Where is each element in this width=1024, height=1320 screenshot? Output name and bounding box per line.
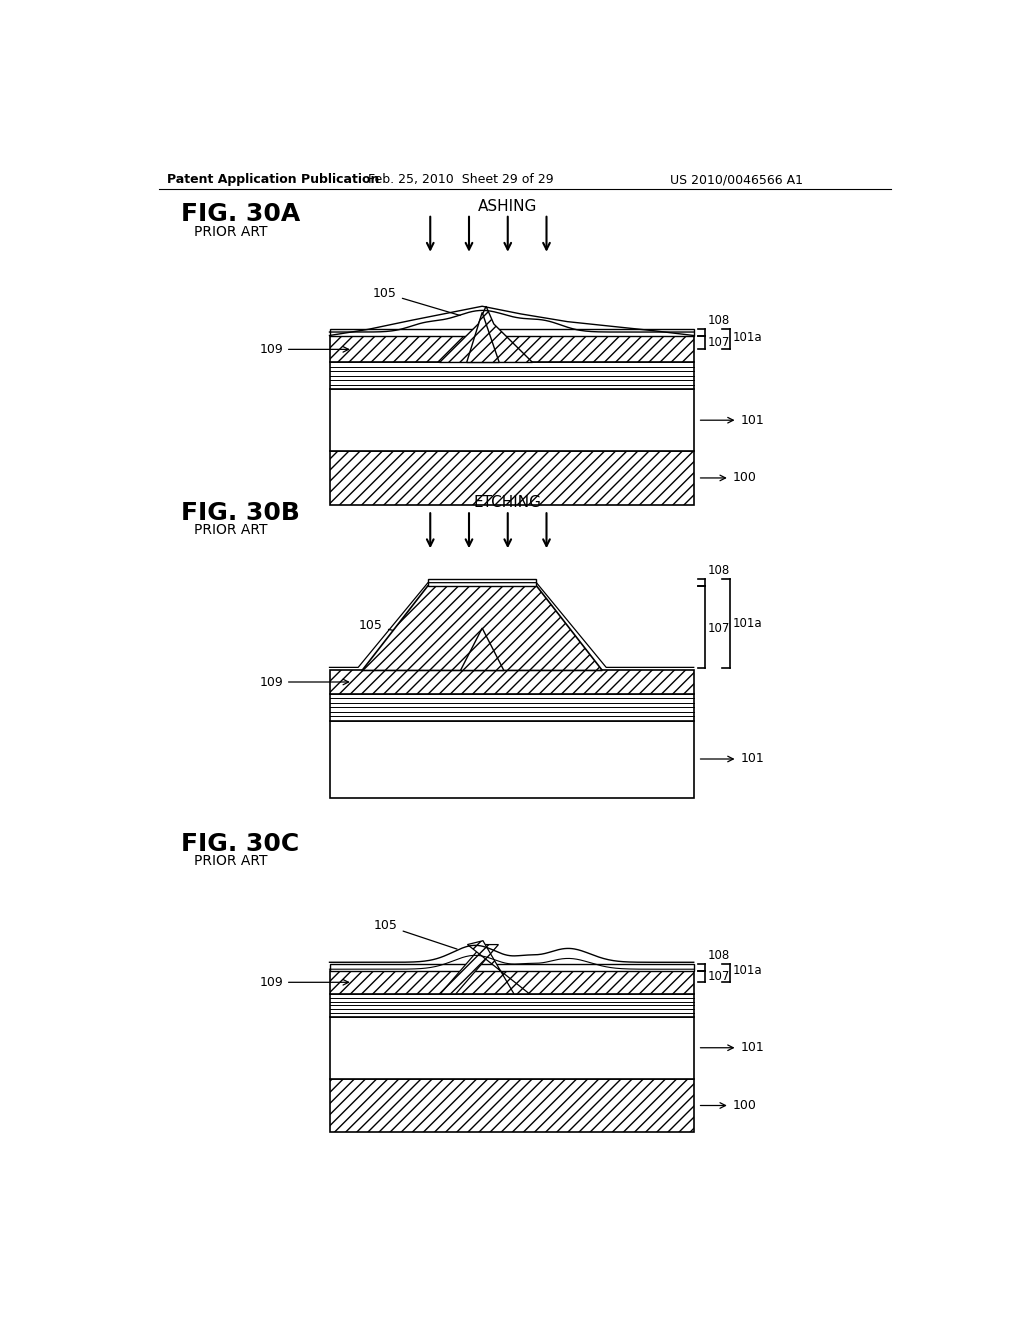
- Text: 101a: 101a: [732, 616, 762, 630]
- Text: 100: 100: [700, 1100, 757, 1111]
- Text: 100: 100: [700, 471, 757, 484]
- Text: FIG. 30C: FIG. 30C: [180, 832, 299, 855]
- Text: 101a: 101a: [732, 331, 762, 345]
- Bar: [330, 970, 693, 994]
- Bar: [330, 671, 693, 693]
- Text: ETCHING: ETCHING: [474, 495, 542, 510]
- Text: FIG. 30A: FIG. 30A: [180, 202, 300, 226]
- Bar: [330, 451, 693, 506]
- Text: 101: 101: [700, 413, 764, 426]
- Text: 108: 108: [708, 564, 730, 577]
- Bar: [330, 335, 693, 363]
- Text: 109: 109: [259, 676, 348, 689]
- Text: 101a: 101a: [732, 964, 762, 977]
- Polygon shape: [467, 313, 500, 363]
- Text: Patent Application Publication: Patent Application Publication: [167, 173, 379, 186]
- Polygon shape: [439, 306, 532, 363]
- Text: 107: 107: [708, 335, 730, 348]
- Text: 101: 101: [700, 752, 764, 766]
- Text: 105: 105: [359, 619, 462, 644]
- Bar: [330, 329, 693, 335]
- Bar: [330, 693, 693, 721]
- Polygon shape: [467, 941, 529, 994]
- Polygon shape: [362, 586, 602, 671]
- Text: 107: 107: [708, 622, 730, 635]
- Text: PRIOR ART: PRIOR ART: [194, 523, 267, 537]
- Text: 108: 108: [708, 949, 730, 962]
- Text: 105: 105: [374, 919, 457, 949]
- Bar: [330, 994, 693, 1016]
- Bar: [330, 389, 693, 451]
- Text: 101: 101: [700, 1041, 764, 1055]
- Bar: [330, 363, 693, 389]
- Polygon shape: [440, 945, 499, 994]
- Text: FIG. 30B: FIG. 30B: [180, 500, 300, 524]
- Text: 105: 105: [373, 286, 460, 315]
- Text: US 2010/0046566 A1: US 2010/0046566 A1: [671, 173, 804, 186]
- Polygon shape: [461, 628, 504, 671]
- Text: PRIOR ART: PRIOR ART: [194, 854, 267, 869]
- Text: PRIOR ART: PRIOR ART: [194, 224, 267, 239]
- Text: 109: 109: [259, 343, 348, 356]
- Bar: [428, 578, 537, 586]
- Text: ASHING: ASHING: [478, 198, 538, 214]
- Text: Feb. 25, 2010  Sheet 29 of 29: Feb. 25, 2010 Sheet 29 of 29: [369, 173, 554, 186]
- Text: 109: 109: [259, 975, 348, 989]
- Text: 108: 108: [708, 314, 730, 327]
- Bar: [330, 721, 693, 797]
- Text: 107: 107: [708, 970, 730, 983]
- Bar: [330, 1016, 693, 1078]
- Bar: [330, 964, 693, 970]
- Bar: [330, 1078, 693, 1133]
